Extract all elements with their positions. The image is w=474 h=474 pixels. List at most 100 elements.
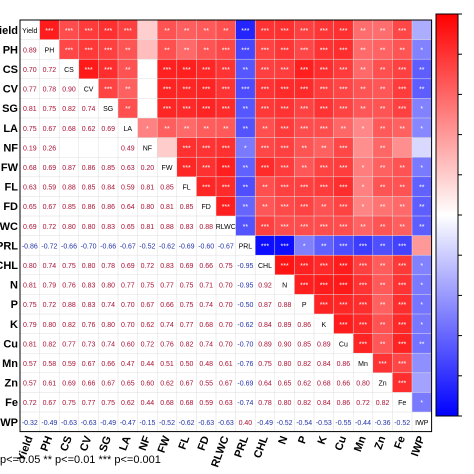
significance-label: *** xyxy=(359,283,367,290)
significance-label: *** xyxy=(261,67,269,74)
significance-label: *** xyxy=(163,106,171,113)
significance-label: *** xyxy=(320,185,328,192)
heatmap-cell xyxy=(353,98,373,118)
heatmap-cell xyxy=(353,235,373,256)
heatmap-cell xyxy=(412,216,432,236)
heatmap-cell xyxy=(235,20,256,40)
heatmap-cell xyxy=(392,255,412,275)
correlation-value: 0.75 xyxy=(62,400,76,407)
significance-label: *** xyxy=(359,341,367,348)
correlation-value: 0.47 xyxy=(121,361,135,368)
correlation-value: 0.67 xyxy=(43,400,57,407)
correlation-value: 0.85 xyxy=(82,185,96,192)
correlation-value: 0.62 xyxy=(297,381,311,388)
heatmap-cell xyxy=(353,39,373,60)
heatmap-cell xyxy=(176,118,197,138)
correlation-value: 0.75 xyxy=(23,302,37,309)
correlation-value: 0.74 xyxy=(101,302,115,309)
correlation-value: 0.68 xyxy=(317,381,331,388)
significance-label: *** xyxy=(65,28,73,35)
correlation-value: 0.87 xyxy=(258,302,272,309)
heatmap-cell xyxy=(78,39,99,60)
correlation-value: 0.89 xyxy=(23,47,37,54)
significance-label: ** xyxy=(419,185,425,192)
heatmap-cell xyxy=(294,216,314,236)
heatmap-cell xyxy=(333,235,354,256)
correlation-value: 0.67 xyxy=(101,381,115,388)
significance-label: *** xyxy=(320,302,328,309)
significance-label: *** xyxy=(320,263,328,270)
heatmap-cell xyxy=(412,294,432,314)
heatmap-cell xyxy=(333,314,354,334)
correlation-value: 0.70 xyxy=(23,67,37,74)
column-label: IWP xyxy=(409,435,427,459)
heatmap-cell xyxy=(372,294,393,314)
correlation-value: 0.49 xyxy=(121,145,135,152)
heatmap-cell xyxy=(196,20,216,40)
correlation-value: -0.62 xyxy=(179,420,195,427)
row-label: IWP xyxy=(0,417,18,429)
significance-label: *** xyxy=(281,47,289,54)
diagonal-label: NF xyxy=(143,145,152,152)
heatmap-cell xyxy=(196,59,216,79)
heatmap-cell xyxy=(255,59,275,79)
significance-label: *** xyxy=(222,145,230,152)
correlation-value: 0.67 xyxy=(180,381,194,388)
significance-label: ** xyxy=(419,204,425,211)
significance-label: ** xyxy=(380,165,386,172)
heatmap-cell xyxy=(294,235,314,256)
correlation-value: 0.75 xyxy=(219,263,233,270)
correlation-value: 0.89 xyxy=(258,341,272,348)
significance-label: *** xyxy=(281,126,289,133)
correlation-value: 0.44 xyxy=(141,400,155,407)
row-label: SG xyxy=(2,103,18,115)
significance-label: *** xyxy=(202,67,210,74)
correlation-value: -0.32 xyxy=(22,420,38,427)
diagonal-label: CV xyxy=(84,87,94,94)
significance-label: *** xyxy=(300,47,308,54)
correlation-value: -0.72 xyxy=(41,243,57,250)
diagonal-label: PRL xyxy=(239,243,253,250)
significance-label: ** xyxy=(321,145,327,152)
significance-label: *** xyxy=(320,47,328,54)
correlation-value: 0.74 xyxy=(160,322,174,329)
heatmap-cell xyxy=(333,157,354,177)
correlation-value: 0.68 xyxy=(199,322,213,329)
significance-label: ** xyxy=(380,106,386,113)
heatmap-cell xyxy=(274,78,295,99)
significance-label: * xyxy=(362,126,365,133)
significance-label: *** xyxy=(261,87,269,94)
heatmap-cell xyxy=(39,20,60,40)
correlation-value: -0.67 xyxy=(218,243,234,250)
correlation-value: -0.52 xyxy=(139,243,155,250)
correlation-value: 0.81 xyxy=(23,283,37,290)
significance-label: *** xyxy=(398,283,406,290)
diagonal-label: FD xyxy=(202,204,211,211)
heatmap-cell xyxy=(372,196,393,216)
significance-label: ** xyxy=(399,185,405,192)
significance-label: *** xyxy=(320,126,328,133)
heatmap-cell xyxy=(98,39,118,60)
heatmap-cell xyxy=(353,20,373,40)
heatmap-cell xyxy=(392,78,412,99)
significance-label: ** xyxy=(360,87,366,94)
significance-label: *** xyxy=(398,302,406,309)
heatmap-cell xyxy=(314,294,334,314)
correlation-value: 0.77 xyxy=(82,400,96,407)
correlation-value: 0.59 xyxy=(121,185,135,192)
heatmap-cell xyxy=(137,59,158,79)
heatmap-cell xyxy=(353,157,373,177)
significance-label: *** xyxy=(241,87,249,94)
heatmap-cell xyxy=(333,255,354,275)
heatmap-cell xyxy=(392,137,412,158)
significance-label: *** xyxy=(183,67,191,74)
correlation-value: 0.85 xyxy=(160,185,174,192)
significance-label: * xyxy=(420,126,423,133)
significance-label: ** xyxy=(380,145,386,152)
heatmap-cell xyxy=(255,78,275,99)
significance-label: *** xyxy=(359,302,367,309)
column-label: FD xyxy=(196,434,212,452)
correlation-value: 0.82 xyxy=(62,322,76,329)
heatmap-cell xyxy=(392,118,412,138)
significance-label: *** xyxy=(222,67,230,74)
